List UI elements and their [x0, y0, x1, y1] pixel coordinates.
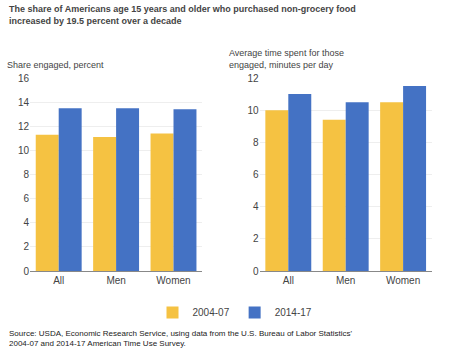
- svg-text:8: 8: [253, 137, 259, 148]
- svg-text:2014-17: 2014-17: [275, 307, 312, 318]
- svg-text:Men: Men: [336, 275, 355, 286]
- svg-text:16: 16: [18, 73, 30, 84]
- svg-text:14: 14: [18, 97, 30, 108]
- svg-text:12: 12: [247, 73, 259, 84]
- svg-text:Women: Women: [156, 275, 190, 286]
- svg-text:6: 6: [23, 193, 29, 204]
- svg-text:All: All: [53, 275, 64, 286]
- svg-text:4: 4: [23, 217, 29, 228]
- svg-text:6: 6: [253, 169, 259, 180]
- svg-text:0: 0: [23, 266, 29, 277]
- svg-text:10: 10: [18, 145, 30, 156]
- svg-text:2: 2: [253, 233, 259, 244]
- svg-text:8: 8: [23, 169, 29, 180]
- svg-text:Men: Men: [106, 275, 125, 286]
- svg-text:0: 0: [253, 266, 259, 277]
- svg-text:2004-07: 2004-07: [193, 307, 230, 318]
- svg-text:Women: Women: [386, 275, 420, 286]
- svg-text:Share engaged, percent: Share engaged, percent: [7, 60, 104, 70]
- svg-text:10: 10: [247, 105, 259, 116]
- svg-text:All: All: [283, 275, 294, 286]
- svg-text:12: 12: [18, 121, 30, 132]
- svg-text:Source: USDA, Economic Researc: Source: USDA, Economic Research Service,…: [9, 329, 352, 348]
- svg-text:2: 2: [23, 241, 29, 252]
- svg-text:4: 4: [253, 201, 259, 212]
- svg-text:The share of Americans age 15: The share of Americans age 15 years and …: [9, 4, 356, 26]
- svg-text:Average time spent for thoseen: Average time spent for thoseengaged, min…: [229, 48, 344, 70]
